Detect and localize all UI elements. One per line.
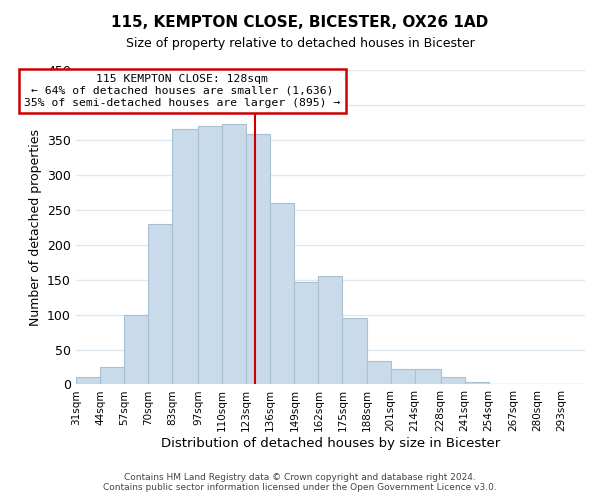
Bar xyxy=(246,134,270,384)
Bar xyxy=(198,126,222,384)
Text: Size of property relative to detached houses in Bicester: Size of property relative to detached ho… xyxy=(125,38,475,51)
Bar xyxy=(100,367,124,384)
Bar xyxy=(222,124,246,384)
Bar xyxy=(367,360,391,384)
Text: 115, KEMPTON CLOSE, BICESTER, OX26 1AD: 115, KEMPTON CLOSE, BICESTER, OX26 1AD xyxy=(112,15,488,30)
Bar xyxy=(415,369,440,384)
Bar xyxy=(343,318,367,384)
Text: 115 KEMPTON CLOSE: 128sqm
← 64% of detached houses are smaller (1,636)
35% of se: 115 KEMPTON CLOSE: 128sqm ← 64% of detac… xyxy=(24,74,340,108)
Bar xyxy=(464,382,489,384)
Bar xyxy=(270,203,295,384)
X-axis label: Distribution of detached houses by size in Bicester: Distribution of detached houses by size … xyxy=(161,437,500,450)
Bar xyxy=(319,276,343,384)
Bar xyxy=(391,369,415,384)
Bar xyxy=(76,378,100,384)
Bar xyxy=(440,378,464,384)
Y-axis label: Number of detached properties: Number of detached properties xyxy=(29,128,41,326)
Bar xyxy=(172,130,198,384)
Bar xyxy=(124,314,148,384)
Bar xyxy=(295,282,319,385)
Text: Contains HM Land Registry data © Crown copyright and database right 2024.
Contai: Contains HM Land Registry data © Crown c… xyxy=(103,473,497,492)
Bar xyxy=(148,224,172,384)
